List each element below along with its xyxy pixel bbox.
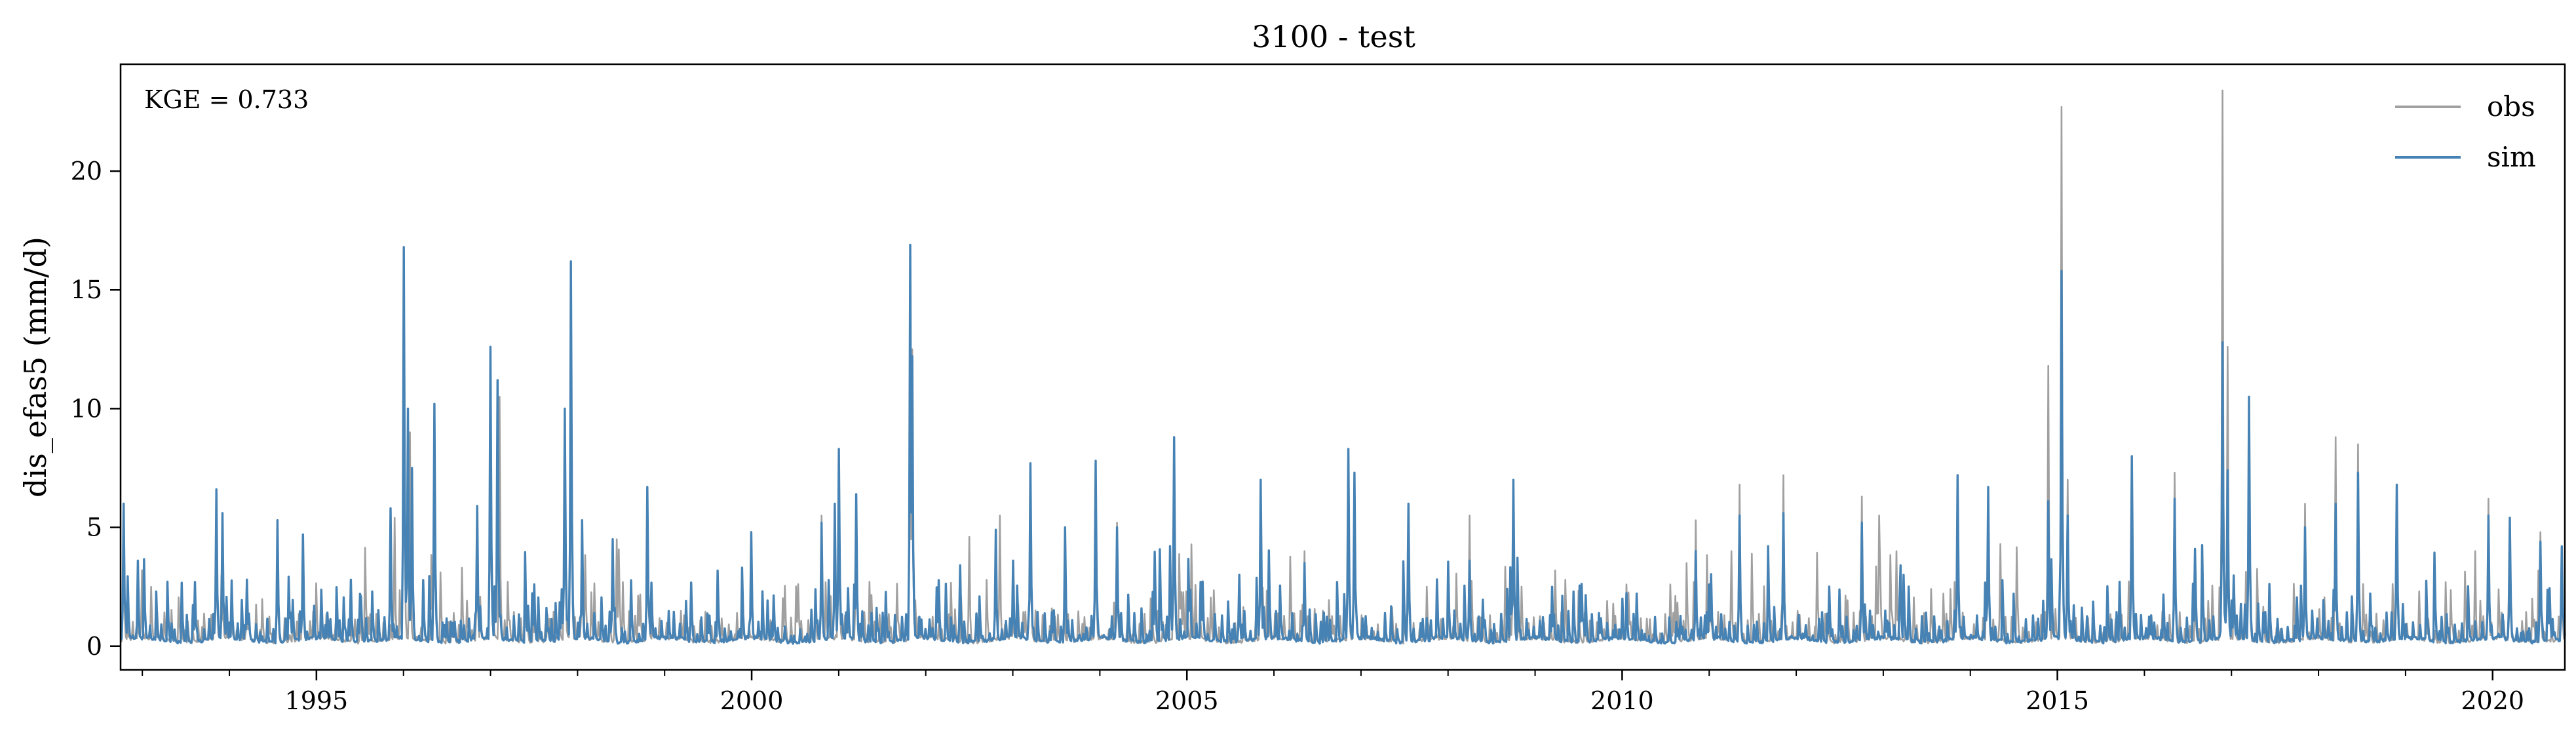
kge-annotation: KGE = 0.733 [144,85,309,114]
y-tick-label: 0 [87,632,102,661]
plot-background [121,64,2565,670]
series-sim-line [119,243,2566,645]
x-tick-label: 2005 [1155,686,1219,715]
legend: obs sim [2395,90,2536,173]
x-axis: 1995 2000 2005 2010 2015 2020 [142,670,2524,715]
x-tick-label: 1995 [285,686,349,715]
y-tick-label: 5 [87,513,102,542]
x-tick-label: 2000 [720,686,784,715]
y-axis: 0 5 10 15 20 [71,157,121,661]
y-axis-label: dis_efas5 (mm/d) [18,237,53,498]
x-tick-label: 2015 [2026,686,2089,715]
legend-sim-label: sim [2487,141,2536,173]
y-tick-label: 10 [71,394,102,423]
series-sim-path [119,243,2566,645]
y-tick-label: 20 [71,157,102,186]
plot-frame [119,63,2566,671]
x-tick-label: 2020 [2461,686,2524,715]
legend-obs-label: obs [2487,90,2535,123]
plot-area [119,63,2566,671]
y-tick-label: 15 [71,275,102,304]
chart-title: 3100 - test [1252,19,1415,54]
x-tick-label: 2010 [1590,686,1654,715]
